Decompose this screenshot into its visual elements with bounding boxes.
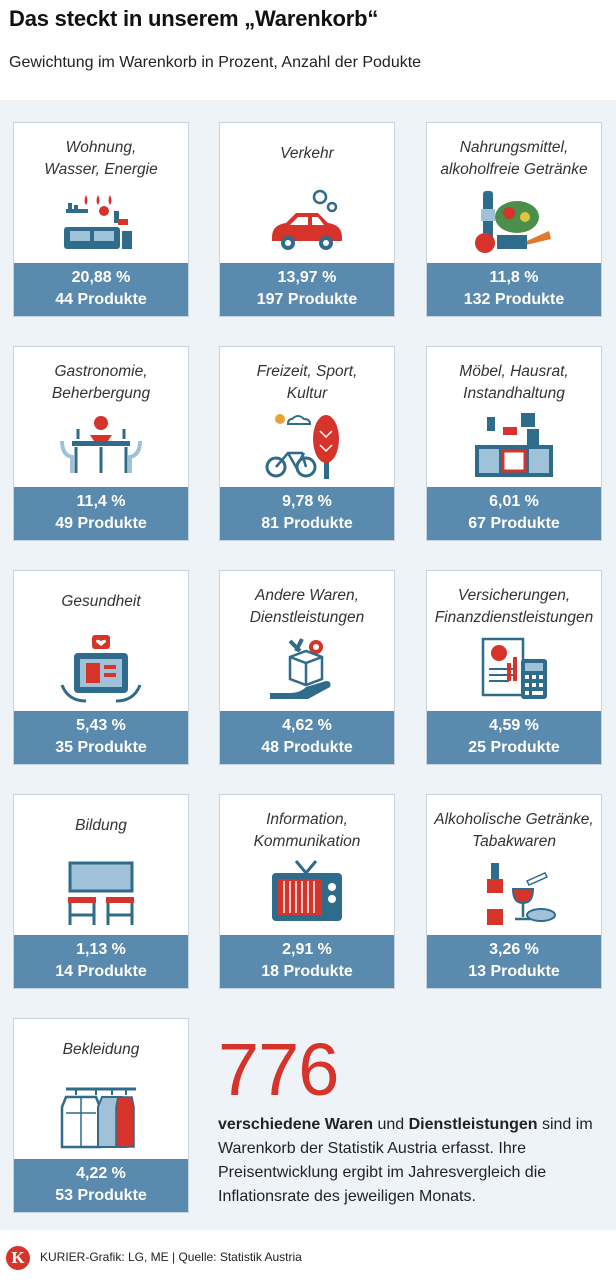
category-percent: 6,01 % (489, 493, 539, 510)
category-card: Wohnung, Wasser, Energie 20,88 % 44 Produk… (13, 122, 189, 317)
category-stats: 6,01 % 67 Produkte (427, 487, 601, 540)
category-product-count: 14 Produkte (55, 963, 147, 980)
category-product-count: 81 Produkte (261, 515, 353, 532)
source-credit: KURIER-Grafik: LG, ME | Quelle: Statisti… (40, 1250, 302, 1264)
category-card: Verkehr 13,97 % 197 Produkte (219, 122, 395, 317)
category-product-count: 44 Produkte (55, 291, 147, 308)
category-product-count: 48 Produkte (261, 739, 353, 756)
category-card: Freizeit, Sport, Kultur 9,78 % 81 Produkte (219, 346, 395, 541)
page-subtitle: Gewichtung im Warenkorb in Prozent, Anza… (9, 54, 422, 71)
category-percent: 1,13 % (76, 941, 126, 958)
summary-mid: und (373, 1116, 409, 1133)
groceries-icon (469, 187, 559, 257)
page-title: Das steckt in unserem „Warenkorb“ (9, 6, 379, 31)
category-label: Information, Kommunikation (253, 811, 361, 850)
category-percent: 11,8 % (489, 269, 539, 286)
dining-table-icon (56, 411, 146, 481)
category-stats: 3,26 % 13 Produkte (427, 935, 601, 988)
category-label: Gastronomie, Beherbergung (51, 363, 151, 402)
category-stats: 20,88 % 44 Produkte (14, 263, 188, 316)
category-card: Information, Kommunikation 2,91 % 18 Produ… (219, 794, 395, 989)
category-percent: 13,97 % (277, 269, 337, 286)
category-stats: 1,13 % 14 Produkte (14, 935, 188, 988)
wine-cigarette-icon (469, 859, 559, 929)
calculator-invoice-icon (469, 635, 559, 705)
category-label: Wohnung, Wasser, Energie (44, 139, 158, 178)
category-stats: 4,22 % 53 Produkte (14, 1159, 188, 1212)
category-card: Bekleidung 4,22 % 53 Produkte (13, 1018, 189, 1213)
car-icon (262, 187, 352, 257)
bicycle-tree-icon (262, 411, 352, 481)
health-tablet-icon (56, 635, 146, 705)
kitchen-icon (469, 411, 559, 481)
category-stats: 5,43 % 35 Produkte (14, 711, 188, 764)
category-percent: 20,88 % (71, 269, 131, 286)
summary-bold-1: verschiedene Waren (218, 1116, 374, 1133)
television-icon (262, 859, 352, 929)
category-product-count: 49 Produkte (55, 515, 147, 532)
category-card: Andere Waren, Dienstleistungen 4,62 % 48 P… (219, 570, 395, 765)
category-percent: 2,91 % (282, 941, 332, 958)
kurier-logo: K (6, 1246, 30, 1270)
category-label: Bildung (75, 817, 127, 834)
category-stats: 11,8 % 132 Produkte (427, 263, 601, 316)
category-stats: 9,78 % 81 Produkte (220, 487, 394, 540)
category-label: Gesundheit (61, 593, 141, 610)
category-card: Möbel, Hausrat, Instandhaltung 6,01 % 67 P… (426, 346, 602, 541)
category-stats: 13,97 % 197 Produkte (220, 263, 394, 316)
category-label: Freizeit, Sport, Kultur (256, 363, 358, 402)
category-percent: 11,4 % (76, 493, 126, 510)
category-label: Versicherungen, Finanzdienstleistungen (434, 587, 594, 626)
summary-text: verschiedene Waren und Dienstleistungen … (218, 1113, 608, 1209)
category-stats: 4,59 % 25 Produkte (427, 711, 601, 764)
category-stats: 11,4 % 49 Produkte (14, 487, 188, 540)
classroom-icon (56, 859, 146, 929)
service-box-icon (262, 635, 352, 705)
category-product-count: 132 Produkte (463, 291, 565, 308)
category-product-count: 18 Produkte (261, 963, 353, 980)
footer: K KURIER-Grafik: LG, ME | Quelle: Statis… (0, 1230, 616, 1285)
category-label: Nahrungsmittel, alkoholfreie Getränke (440, 139, 588, 178)
category-card: Versicherungen, Finanzdienstleistungen 4,… (426, 570, 602, 765)
category-product-count: 53 Produkte (55, 1187, 147, 1204)
category-product-count: 67 Produkte (468, 515, 560, 532)
category-card: Gastronomie, Beherbergung 11,4 % 49 Produk… (13, 346, 189, 541)
category-stats: 4,62 % 48 Produkte (220, 711, 394, 764)
category-label: Verkehr (280, 145, 334, 162)
category-percent: 4,22 % (76, 1165, 126, 1182)
category-product-count: 35 Produkte (55, 739, 147, 756)
category-card: Alkoholische Getränke, Tabakwaren 3,26 % 1… (426, 794, 602, 989)
category-percent: 4,62 % (282, 717, 332, 734)
category-stats: 2,91 % 18 Produkte (220, 935, 394, 988)
category-card: Gesundheit 5,43 % 35 Produkte (13, 570, 189, 765)
category-card: Nahrungsmittel, alkoholfreie Getränke 11,… (426, 122, 602, 317)
category-product-count: 197 Produkte (256, 291, 358, 308)
category-product-count: 25 Produkte (468, 739, 560, 756)
category-label: Andere Waren, Dienstleistungen (249, 587, 365, 626)
category-card: Bildung 1,13 % 14 Produkte (13, 794, 189, 989)
summary-bold-2: Dienstleistungen (408, 1116, 538, 1133)
category-percent: 3,26 % (489, 941, 539, 958)
category-label: Möbel, Hausrat, Instandhaltung (459, 363, 569, 402)
home-furniture-icon (56, 187, 146, 257)
category-label: Bekleidung (62, 1041, 140, 1058)
summary-rest: sind im Warenkorb der Statistik Austria … (218, 1116, 593, 1205)
total-count: 776 (218, 1028, 339, 1111)
category-percent: 9,78 % (282, 493, 332, 510)
category-percent: 4,59 % (489, 717, 539, 734)
category-product-count: 13 Produkte (468, 963, 560, 980)
category-label: Alkoholische Getränke, Tabakwaren (434, 811, 594, 850)
category-percent: 5,43 % (76, 717, 126, 734)
clothes-rack-icon (56, 1083, 146, 1153)
